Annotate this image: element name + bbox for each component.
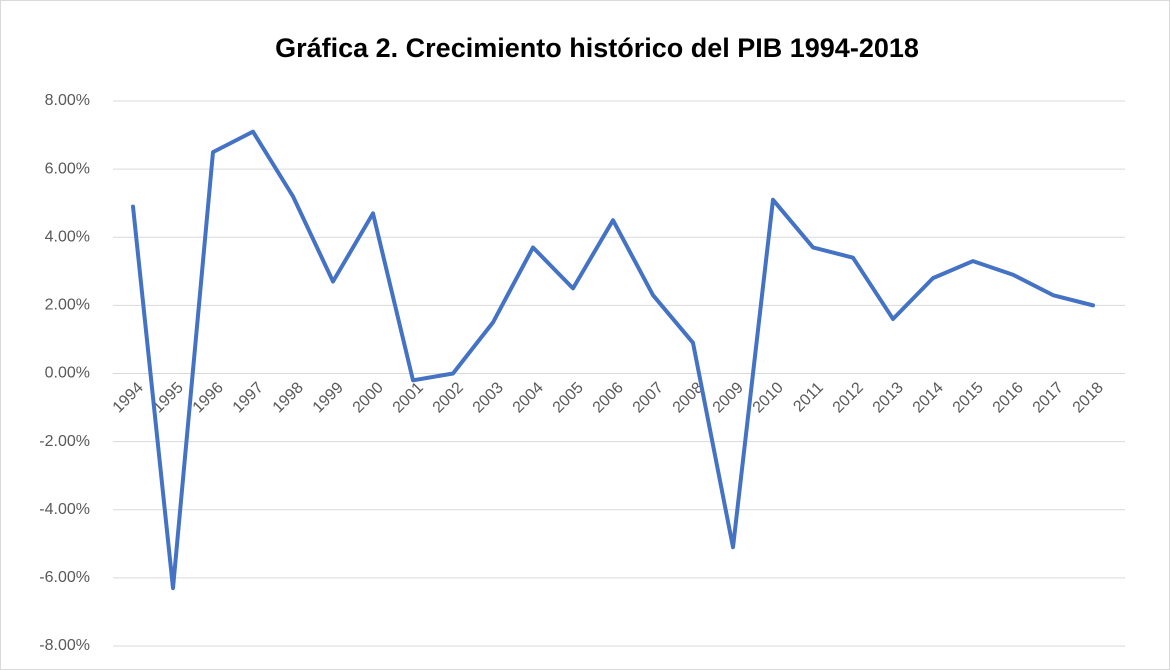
y-tick-label: 4.00% bbox=[45, 228, 90, 245]
chart-title: Gráfica 2. Crecimiento histórico del PIB… bbox=[275, 33, 919, 63]
y-tick-label: -8.00% bbox=[39, 637, 90, 654]
y-tick-label: 8.00% bbox=[45, 92, 90, 109]
y-tick-label: -6.00% bbox=[39, 569, 90, 586]
y-tick-label: 6.00% bbox=[45, 160, 90, 177]
y-tick-label: 2.00% bbox=[45, 297, 90, 314]
y-tick-label: -4.00% bbox=[39, 501, 90, 518]
y-tick-label: -2.00% bbox=[39, 433, 90, 450]
y-tick-label: 0.00% bbox=[45, 365, 90, 382]
line-series bbox=[131, 129, 1095, 591]
